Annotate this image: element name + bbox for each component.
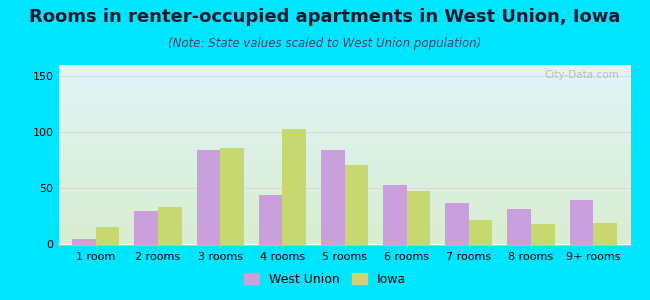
Text: Rooms in renter-occupied apartments in West Union, Iowa: Rooms in renter-occupied apartments in W… xyxy=(29,8,621,26)
Legend: West Union, Iowa: West Union, Iowa xyxy=(239,268,411,291)
Bar xyxy=(445,203,469,244)
Bar xyxy=(407,190,430,244)
Bar xyxy=(321,150,345,244)
Bar xyxy=(469,220,493,244)
Text: (Note: State values scaled to West Union population): (Note: State values scaled to West Union… xyxy=(168,38,482,50)
Bar xyxy=(531,224,554,244)
Bar xyxy=(383,185,407,244)
Bar xyxy=(569,200,593,244)
Bar xyxy=(220,148,244,244)
Bar xyxy=(508,208,531,244)
Bar xyxy=(135,211,158,244)
Bar xyxy=(158,207,181,244)
Bar xyxy=(72,239,96,244)
Bar xyxy=(259,195,282,244)
Bar xyxy=(593,223,617,244)
Bar xyxy=(344,165,368,244)
Bar xyxy=(282,129,306,244)
Bar xyxy=(96,226,120,244)
Bar xyxy=(196,150,220,244)
Text: City-Data.com: City-Data.com xyxy=(544,70,619,80)
